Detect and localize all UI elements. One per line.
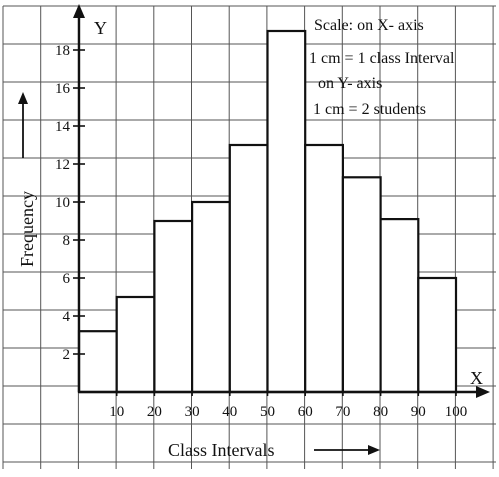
x-tick-label: 80 [373, 404, 388, 420]
y-axis-title: Frequency [17, 191, 37, 267]
y-tick-label: 8 [63, 233, 71, 249]
x-tick-label: 10 [109, 404, 124, 420]
x-tick-label: 50 [260, 404, 275, 420]
histogram-bar [115, 295, 156, 394]
y-axis-arrowhead [73, 4, 85, 18]
histogram-bar [379, 218, 420, 394]
x-tick-label: 100 [445, 404, 468, 420]
y-tick-label: 16 [55, 81, 71, 97]
scale-line-4: 1 cm = 2 students [313, 101, 426, 118]
y-axis-title-group: Frequency [17, 191, 37, 267]
x-axis-letter: X [470, 368, 483, 388]
scale-note: Scale: on X- axis 1 cm = 1 class Interva… [309, 17, 455, 118]
x-tick-label: 30 [185, 404, 200, 420]
histogram-bar [341, 176, 382, 394]
histogram-bar [417, 276, 458, 394]
y-tick-label: 6 [63, 271, 71, 287]
x-tick-label: 90 [411, 404, 426, 420]
y-axis-letter: Y [94, 18, 107, 38]
axes [73, 4, 490, 398]
histogram-bar [266, 29, 307, 394]
scale-line-2: 1 cm = 1 class Interval [309, 50, 455, 67]
histogram-bar [153, 219, 194, 394]
y-axis-title-arrow [18, 92, 28, 158]
x-tick-label: 60 [298, 404, 313, 420]
histogram-bar [228, 143, 269, 394]
y-tick-label: 10 [55, 195, 70, 211]
histogram-bar [304, 143, 345, 394]
y-tick-label: 14 [55, 119, 71, 135]
y-tick-label: 2 [63, 347, 71, 363]
scale-line-1: Scale: on X- axis [314, 17, 424, 34]
histogram-bar [191, 200, 231, 394]
x-tick-label: 70 [335, 404, 350, 420]
x-tick-label: 20 [147, 404, 162, 420]
y-tick-label: 12 [55, 157, 70, 173]
x-axis-title: Class Intervals [168, 440, 274, 460]
ticks: 2 4 6 8 10 12 14 16 18 10 20 30 40 50 60 70 80 90 100 [55, 43, 467, 420]
x-axis-arrowhead [476, 386, 490, 398]
y-tick-label: 18 [55, 43, 70, 59]
scale-line-3: on Y- axis [318, 75, 382, 92]
bars [77, 29, 458, 394]
histogram-bar [77, 330, 118, 394]
x-axis-title-arrow [314, 445, 380, 455]
x-tick-label: 40 [222, 404, 237, 420]
y-tick-label: 4 [63, 309, 71, 325]
